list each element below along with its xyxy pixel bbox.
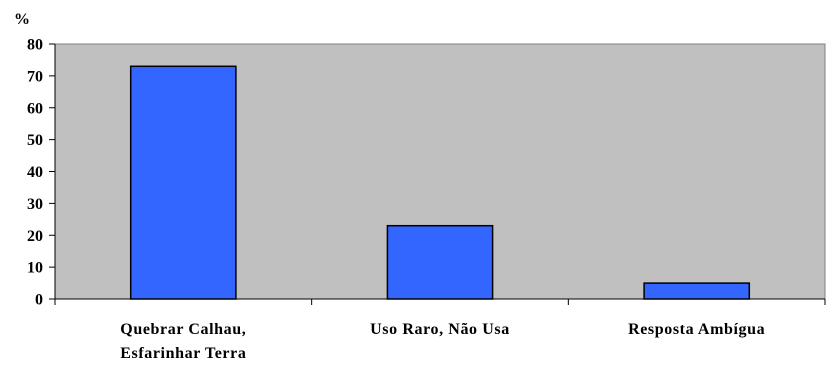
y-tick-label: 10 (27, 260, 43, 277)
y-tick-label: 20 (27, 228, 43, 245)
y-tick-label: 60 (27, 100, 43, 117)
y-tick-label: 70 (27, 68, 43, 85)
x-axis: Quebrar Calhau, Esfarinhar Terra Uso Raro,… (54, 298, 826, 362)
y-axis: 0 10 20 30 40 50 60 70 80 (27, 37, 56, 309)
y-tick-label: 30 (27, 196, 43, 213)
y-tick-label: 0 (35, 292, 43, 309)
x-category-label-3: Resposta Ambígua (628, 321, 765, 338)
y-tick-label: 50 (27, 132, 43, 149)
bar-3 (643, 282, 751, 300)
x-category-label-2: Uso Raro, Não Usa (370, 321, 510, 338)
bar-2 (386, 224, 494, 300)
bar-1 (129, 65, 237, 300)
x-category-label-1: Quebrar Calhau, Esfarinhar Terra (120, 321, 246, 362)
y-axis-unit-label: % (14, 11, 30, 28)
bars-group (129, 65, 751, 300)
y-tick-label: 40 (27, 164, 43, 181)
y-tick-label: 80 (27, 37, 43, 54)
